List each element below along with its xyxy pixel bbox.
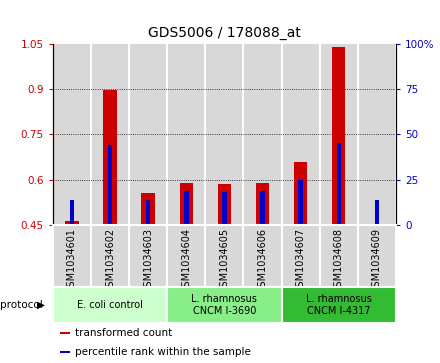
Bar <box>53 44 91 225</box>
Bar <box>320 44 358 225</box>
Bar <box>65 220 78 225</box>
Bar <box>374 200 379 225</box>
Bar <box>243 44 282 225</box>
Bar <box>358 44 396 225</box>
Bar <box>146 200 150 225</box>
Text: ▶: ▶ <box>37 300 45 310</box>
Text: percentile rank within the sample: percentile rank within the sample <box>75 347 251 357</box>
Text: transformed count: transformed count <box>75 328 172 338</box>
Bar <box>358 225 396 287</box>
Bar <box>60 332 70 334</box>
Bar <box>91 44 129 225</box>
Text: L. rhamnosus
CNCM I-3690: L. rhamnosus CNCM I-3690 <box>191 294 257 316</box>
Bar <box>70 200 74 225</box>
Text: protocol: protocol <box>0 300 43 310</box>
Text: L. rhamnosus
CNCM I-4317: L. rhamnosus CNCM I-4317 <box>306 294 372 316</box>
Text: GSM1034608: GSM1034608 <box>334 228 344 293</box>
Bar <box>129 44 167 225</box>
Bar <box>167 44 205 225</box>
Text: GSM1034603: GSM1034603 <box>143 228 153 293</box>
Bar <box>298 180 303 225</box>
Bar <box>222 192 227 225</box>
Bar <box>294 162 307 225</box>
Bar <box>167 225 205 287</box>
Bar <box>167 287 282 323</box>
Bar <box>184 191 189 225</box>
Title: GDS5006 / 178088_at: GDS5006 / 178088_at <box>148 26 301 40</box>
Bar <box>337 143 341 225</box>
Text: GSM1034602: GSM1034602 <box>105 228 115 293</box>
Text: GSM1034606: GSM1034606 <box>257 228 268 293</box>
Bar <box>91 225 129 287</box>
Text: GSM1034609: GSM1034609 <box>372 228 382 293</box>
Bar <box>129 225 167 287</box>
Bar <box>320 225 358 287</box>
Bar <box>282 44 320 225</box>
Bar <box>108 145 112 225</box>
Text: E. coli control: E. coli control <box>77 300 143 310</box>
Bar <box>103 90 117 225</box>
Text: GSM1034604: GSM1034604 <box>181 228 191 293</box>
Text: GSM1034607: GSM1034607 <box>296 228 306 293</box>
Text: GSM1034605: GSM1034605 <box>220 228 229 293</box>
Bar <box>243 225 282 287</box>
Bar <box>260 191 265 225</box>
Bar <box>282 225 320 287</box>
Bar <box>142 193 155 225</box>
Text: GSM1034601: GSM1034601 <box>67 228 77 293</box>
Bar <box>218 184 231 225</box>
Bar <box>205 44 243 225</box>
Bar <box>256 183 269 225</box>
Bar <box>60 351 70 353</box>
Bar <box>282 287 396 323</box>
Bar <box>53 225 91 287</box>
Bar <box>180 183 193 225</box>
Bar <box>332 46 345 225</box>
Bar <box>53 287 167 323</box>
Bar <box>205 225 243 287</box>
Bar <box>370 224 384 225</box>
